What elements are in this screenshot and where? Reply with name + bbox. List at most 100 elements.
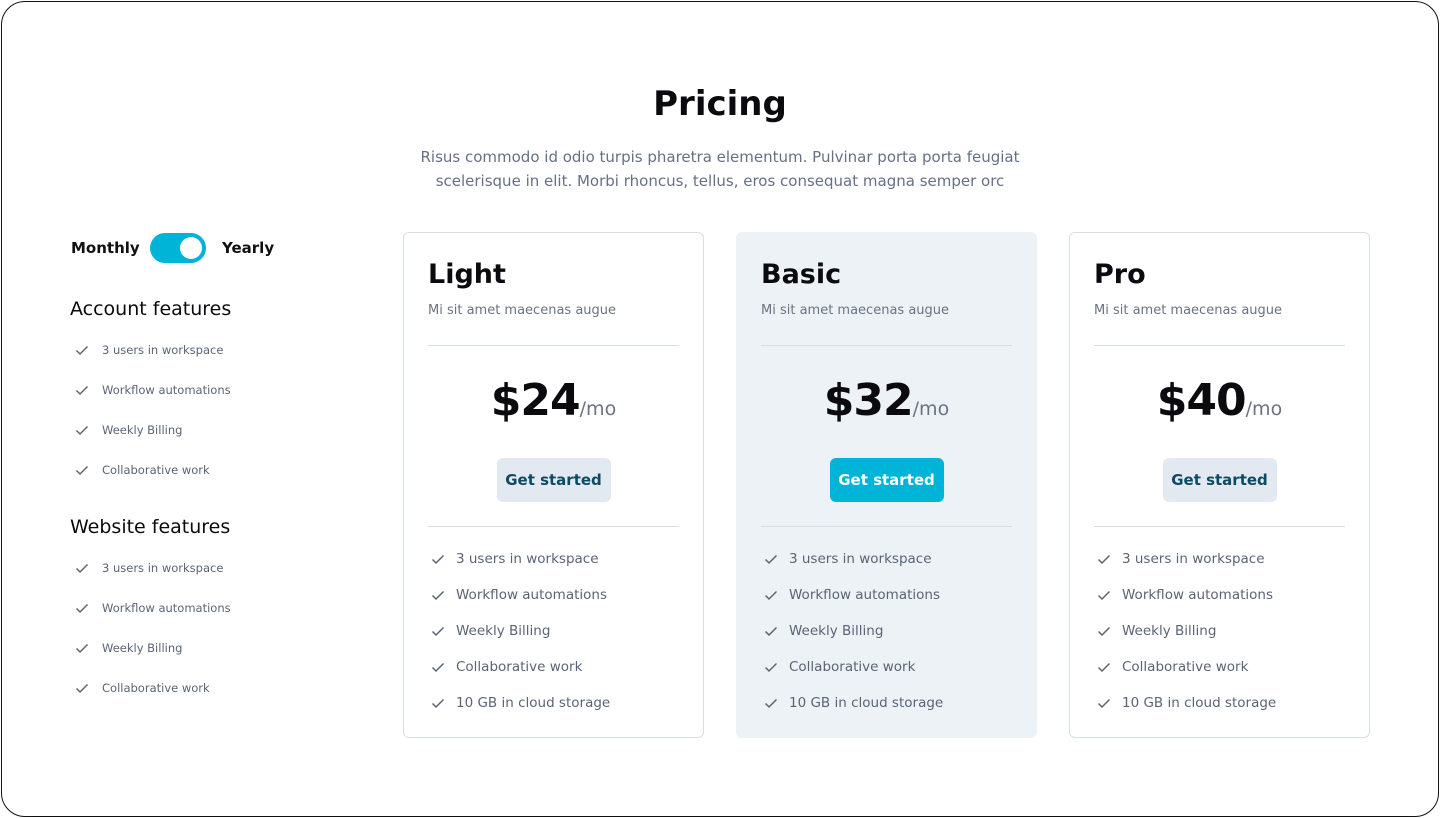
plan-price: $24/mo xyxy=(404,375,703,426)
sidebar-feature-item: Collaborative work xyxy=(74,680,210,696)
feature-label: Workflow automations xyxy=(789,587,940,603)
feature-label: 3 users in workspace xyxy=(1122,551,1265,567)
feature-label: 3 users in workspace xyxy=(456,551,599,567)
sidebar-feature-item: Workflow automations xyxy=(74,600,231,616)
feature-label: Collaborative work xyxy=(1122,659,1249,675)
check-icon xyxy=(75,603,89,614)
monthly-label[interactable]: Monthly xyxy=(71,239,140,257)
feature-label: Workflow automations xyxy=(1122,587,1273,603)
check-icon xyxy=(431,662,445,673)
plan-card-basic: Basic Mi sit amet maecenas augue $32/mo … xyxy=(736,232,1037,738)
feature-label: 10 GB in cloud storage xyxy=(456,695,611,711)
feature-label: Workflow automations xyxy=(102,601,231,615)
check-icon xyxy=(1097,698,1111,709)
feature-label: Weekly Billing xyxy=(102,423,183,437)
feature-label: 10 GB in cloud storage xyxy=(1122,695,1277,711)
plan-name: Pro xyxy=(1094,259,1146,290)
check-icon xyxy=(431,590,445,601)
price-period: /mo xyxy=(579,398,617,420)
check-icon xyxy=(764,662,778,673)
check-icon xyxy=(75,465,89,476)
plan-feature-item: 3 users in workspace xyxy=(430,551,599,567)
check-icon xyxy=(75,563,89,574)
sidebar-feature-item: 3 users in workspace xyxy=(74,342,223,358)
subtitle-line: scelerisque in elit. Morbi rhoncus, tell… xyxy=(435,172,1005,190)
feature-label: Weekly Billing xyxy=(789,623,884,639)
check-icon xyxy=(431,554,445,565)
plan-feature-item: Workflow automations xyxy=(763,587,940,603)
check-icon xyxy=(1097,662,1111,673)
plan-feature-item: Collaborative work xyxy=(763,659,915,675)
plan-description: Mi sit amet maecenas augue xyxy=(428,303,617,318)
feature-label: Collaborative work xyxy=(789,659,916,675)
feature-label: Weekly Billing xyxy=(1122,623,1217,639)
plan-name: Light xyxy=(428,259,506,290)
divider xyxy=(1094,526,1345,527)
get-started-button[interactable]: Get started xyxy=(496,458,611,502)
plan-feature-item: 10 GB in cloud storage xyxy=(763,695,943,711)
check-icon xyxy=(1097,554,1111,565)
sidebar-feature-item: Collaborative work xyxy=(74,462,210,478)
check-icon xyxy=(75,345,89,356)
check-icon xyxy=(1097,590,1111,601)
sidebar-feature-item: Weekly Billing xyxy=(74,640,182,656)
price-amount: $40 xyxy=(1156,375,1247,426)
check-icon xyxy=(431,626,445,637)
sidebar-section-title: Website features xyxy=(70,516,231,538)
plan-feature-item: Workflow automations xyxy=(430,587,607,603)
plan-card-light: Light Mi sit amet maecenas augue $24/mo … xyxy=(403,232,704,738)
yearly-label[interactable]: Yearly xyxy=(222,239,275,257)
page-title: Pricing xyxy=(653,84,787,124)
divider xyxy=(1094,345,1345,346)
feature-label: Collaborative work xyxy=(102,463,210,477)
feature-label: Weekly Billing xyxy=(102,641,183,655)
check-icon xyxy=(764,698,778,709)
feature-label: 10 GB in cloud storage xyxy=(789,695,944,711)
subtitle-line: Risus commodo id odio turpis pharetra el… xyxy=(420,148,1020,166)
check-icon xyxy=(75,683,89,694)
plan-feature-item: Weekly Billing xyxy=(1096,623,1216,639)
feature-label: Workflow automations xyxy=(102,383,231,397)
plan-feature-item: Collaborative work xyxy=(430,659,582,675)
sidebar-feature-item: Workflow automations xyxy=(74,382,231,398)
price-amount: $32 xyxy=(823,375,914,426)
sidebar-section-title: Account features xyxy=(70,298,232,320)
check-icon xyxy=(764,590,778,601)
feature-label: 3 users in workspace xyxy=(102,343,224,357)
feature-label: Collaborative work xyxy=(102,681,210,695)
feature-label: 3 users in workspace xyxy=(789,551,932,567)
price-period: /mo xyxy=(912,398,950,420)
get-started-button[interactable]: Get started xyxy=(829,458,944,502)
divider xyxy=(428,526,679,527)
check-icon xyxy=(75,643,89,654)
check-icon xyxy=(1097,626,1111,637)
feature-label: Weekly Billing xyxy=(456,623,551,639)
plan-feature-item: Weekly Billing xyxy=(430,623,550,639)
toggle-knob xyxy=(180,237,202,259)
feature-label: 3 users in workspace xyxy=(102,561,224,575)
get-started-button[interactable]: Get started xyxy=(1162,458,1277,502)
feature-label: Collaborative work xyxy=(456,659,583,675)
sidebar-feature-item: Weekly Billing xyxy=(74,422,182,438)
divider xyxy=(428,345,679,346)
plan-description: Mi sit amet maecenas augue xyxy=(761,303,950,318)
plan-description: Mi sit amet maecenas augue xyxy=(1094,303,1283,318)
plan-feature-item: 10 GB in cloud storage xyxy=(1096,695,1276,711)
check-icon xyxy=(764,554,778,565)
plan-feature-item: 3 users in workspace xyxy=(1096,551,1265,567)
plan-feature-item: 3 users in workspace xyxy=(763,551,932,567)
divider xyxy=(761,526,1012,527)
billing-toggle[interactable] xyxy=(150,233,206,263)
plan-price: $32/mo xyxy=(737,375,1036,426)
check-icon xyxy=(431,698,445,709)
price-period: /mo xyxy=(1245,398,1283,420)
plan-feature-item: Weekly Billing xyxy=(763,623,883,639)
sidebar-feature-item: 3 users in workspace xyxy=(74,560,223,576)
check-icon xyxy=(75,385,89,396)
plan-feature-item: Collaborative work xyxy=(1096,659,1248,675)
price-amount: $24 xyxy=(490,375,581,426)
check-icon xyxy=(75,425,89,436)
plan-feature-item: Workflow automations xyxy=(1096,587,1273,603)
plan-price: $40/mo xyxy=(1070,375,1369,426)
check-icon xyxy=(764,626,778,637)
